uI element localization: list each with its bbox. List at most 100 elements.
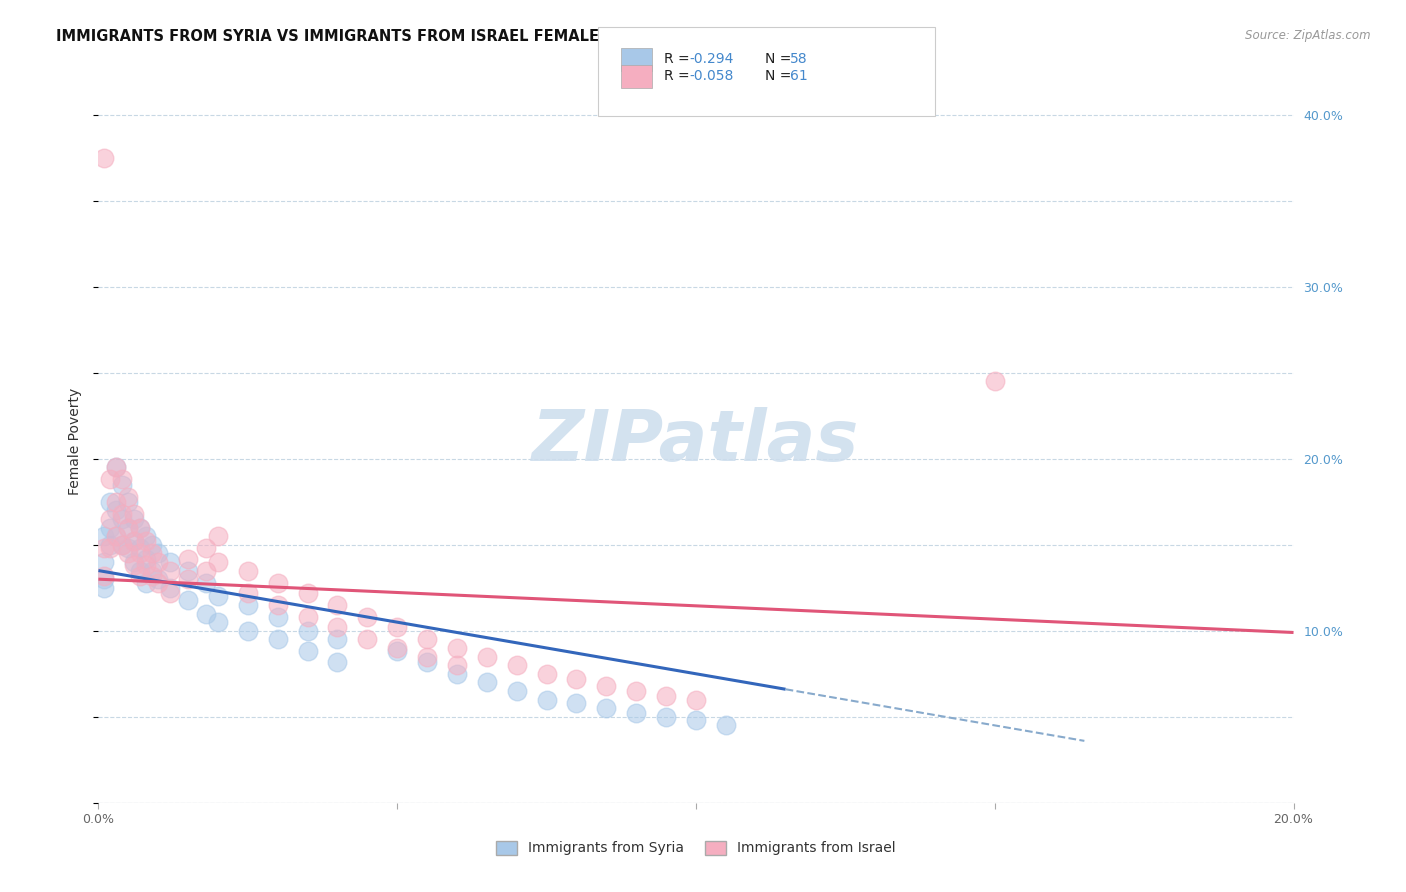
Point	[93, 529, 115, 543]
Point	[105, 494, 128, 508]
Point	[111, 507, 134, 521]
Text: N =: N =	[765, 53, 796, 66]
Point	[141, 538, 163, 552]
Point	[135, 529, 157, 543]
Point	[93, 572, 115, 586]
Point	[326, 655, 349, 669]
Point	[595, 701, 617, 715]
Point	[177, 572, 200, 586]
Point	[111, 512, 134, 526]
Point	[685, 692, 707, 706]
Point	[117, 546, 139, 560]
Point	[297, 586, 319, 600]
Point	[207, 615, 229, 630]
Point	[117, 490, 139, 504]
Point	[98, 520, 122, 534]
Point	[135, 575, 157, 590]
Text: N =: N =	[765, 70, 796, 83]
Point	[148, 555, 170, 569]
Point	[159, 564, 181, 578]
Point	[195, 564, 218, 578]
Point	[124, 507, 146, 521]
Point	[105, 460, 128, 475]
Point	[129, 541, 152, 556]
Point	[141, 546, 163, 560]
Point	[565, 696, 588, 710]
Text: -0.058: -0.058	[689, 70, 734, 83]
Point	[177, 551, 200, 566]
Point	[135, 558, 157, 573]
Point	[416, 649, 439, 664]
Point	[267, 575, 290, 590]
Point	[135, 534, 157, 549]
Point	[124, 534, 146, 549]
Point	[98, 472, 122, 486]
Point	[141, 564, 163, 578]
Point	[159, 555, 181, 569]
Point	[207, 590, 229, 604]
Point	[148, 575, 170, 590]
Point	[565, 672, 588, 686]
Point	[124, 534, 146, 549]
Y-axis label: Female Poverty: Female Poverty	[69, 388, 83, 495]
Point	[148, 572, 170, 586]
Point	[177, 564, 200, 578]
Text: Source: ZipAtlas.com: Source: ZipAtlas.com	[1246, 29, 1371, 42]
Point	[105, 529, 128, 543]
Point	[93, 581, 115, 595]
Point	[626, 706, 648, 721]
Point	[129, 564, 152, 578]
Point	[416, 655, 439, 669]
Point	[236, 586, 259, 600]
Point	[236, 624, 259, 638]
Point	[446, 666, 468, 681]
Point	[207, 529, 229, 543]
Point	[159, 581, 181, 595]
Point	[984, 375, 1007, 389]
Point	[129, 520, 152, 534]
Point	[326, 620, 349, 634]
Point	[207, 555, 229, 569]
Point	[129, 520, 152, 534]
Point	[111, 472, 134, 486]
Point	[475, 649, 498, 664]
Point	[446, 640, 468, 655]
Point	[124, 555, 146, 569]
Point	[105, 460, 128, 475]
Point	[124, 512, 146, 526]
Point	[98, 538, 122, 552]
Text: R =: R =	[664, 53, 693, 66]
Point	[98, 512, 122, 526]
Point	[117, 520, 139, 534]
Point	[93, 568, 115, 582]
Point	[111, 538, 134, 552]
Point	[195, 541, 218, 556]
Point	[129, 568, 152, 582]
Legend: Immigrants from Syria, Immigrants from Israel: Immigrants from Syria, Immigrants from I…	[491, 835, 901, 861]
Point	[98, 541, 122, 556]
Point	[385, 644, 409, 658]
Point	[93, 151, 115, 165]
Point	[297, 644, 319, 658]
Point	[385, 620, 409, 634]
Point	[536, 692, 558, 706]
Point	[356, 610, 378, 624]
Text: ZIPatlas: ZIPatlas	[533, 407, 859, 476]
Point	[177, 592, 200, 607]
Point	[93, 555, 115, 569]
Point	[93, 541, 115, 556]
Point	[506, 684, 529, 698]
Point	[117, 494, 139, 508]
Point	[536, 666, 558, 681]
Point	[135, 551, 157, 566]
Point	[195, 607, 218, 621]
Point	[129, 546, 152, 560]
Point	[595, 679, 617, 693]
Point	[98, 494, 122, 508]
Point	[141, 568, 163, 582]
Point	[117, 541, 139, 556]
Point	[326, 632, 349, 647]
Point	[655, 689, 678, 703]
Point	[714, 718, 737, 732]
Text: R =: R =	[664, 70, 693, 83]
